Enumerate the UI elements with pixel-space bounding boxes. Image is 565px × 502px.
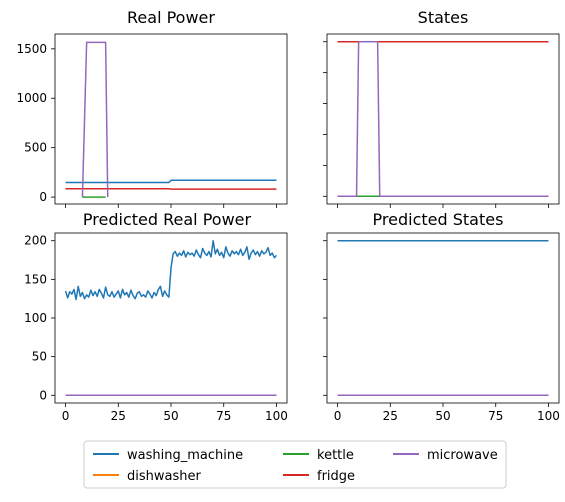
subplot-title: Predicted States: [373, 210, 504, 229]
x-tick-label: 50: [435, 409, 450, 423]
x-tick-label: 100: [265, 409, 288, 423]
x-tick-label: 100: [537, 409, 560, 423]
y-tick-label: 150: [24, 272, 47, 286]
subplot-title: States: [418, 8, 469, 27]
legend-label: fridge: [317, 469, 355, 484]
y-tick-label: 1500: [16, 42, 47, 56]
legend-label: washing_machine: [127, 448, 243, 463]
x-tick-label: 25: [383, 409, 398, 423]
y-tick-label: 500: [24, 141, 47, 155]
x-tick-label: 75: [216, 409, 231, 423]
subplot-title: Real Power: [127, 8, 215, 27]
y-tick-label: 1000: [16, 91, 47, 105]
y-tick-label: 0: [39, 388, 47, 402]
x-tick-label: 25: [111, 409, 126, 423]
y-tick-label: 100: [24, 311, 47, 325]
legend-label: dishwasher: [127, 469, 201, 484]
legend-label: microwave: [427, 448, 498, 463]
x-tick-label: 75: [488, 409, 503, 423]
x-tick-label: 0: [334, 409, 342, 423]
y-tick-label: 50: [32, 350, 47, 364]
y-tick-label: 200: [24, 234, 47, 248]
subplot-title: Predicted Real Power: [83, 210, 252, 229]
legend: washing_machine dishwasher kettle fridge…: [84, 441, 506, 488]
legend-label: kettle: [317, 448, 354, 463]
y-tick-label: 0: [39, 190, 47, 204]
x-tick-label: 0: [62, 409, 70, 423]
x-tick-label: 50: [163, 409, 178, 423]
